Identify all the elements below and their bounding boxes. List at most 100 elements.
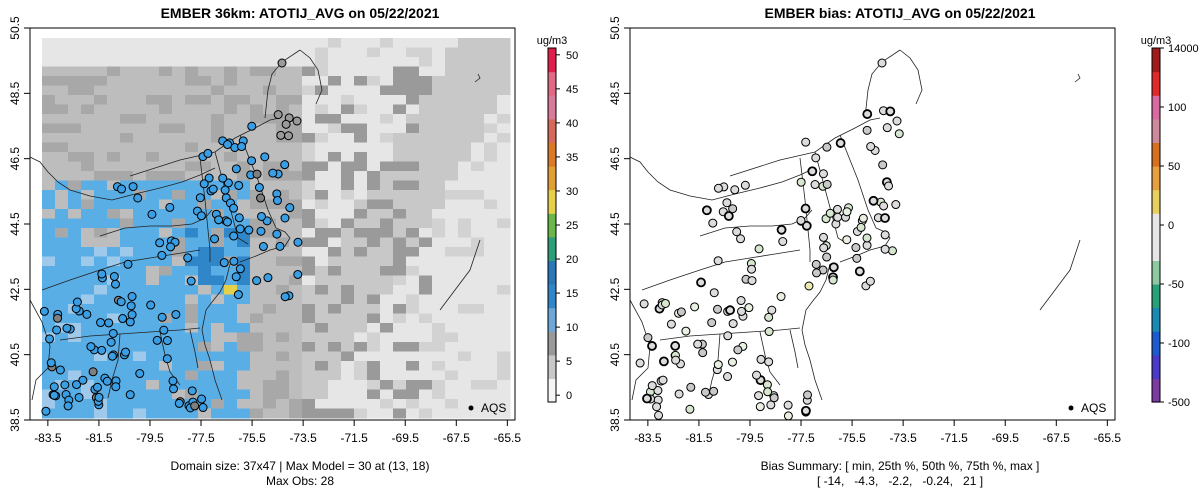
- grid-cell: [276, 171, 290, 181]
- aqs-station: [658, 375, 668, 385]
- grid-cell: [497, 190, 511, 200]
- grid-cell: [237, 285, 251, 295]
- grid-cell: [120, 199, 134, 210]
- colorbar-segment: [1152, 230, 1160, 238]
- grid-cell: [471, 256, 485, 267]
- grid-cell: [380, 294, 394, 305]
- grid-cell: [393, 123, 407, 134]
- aqs-station: [78, 375, 88, 385]
- grid-cell: [55, 133, 69, 143]
- aqs-station: [783, 411, 793, 421]
- grid-cell: [484, 209, 498, 219]
- grid-cell: [367, 247, 381, 257]
- grid-cell: [172, 180, 186, 191]
- grid-cell: [341, 76, 355, 86]
- grid-cell: [289, 294, 303, 305]
- grid-cell: [302, 171, 316, 181]
- grid-cell: [393, 66, 407, 77]
- colorbar-segment: [1152, 142, 1160, 149]
- grid-cell: [341, 66, 355, 77]
- colorbar-segment: [1152, 171, 1160, 179]
- colorbar-segment: [548, 337, 556, 344]
- grid-cell: [263, 85, 277, 96]
- grid-cell: [471, 85, 485, 96]
- grid-cell: [42, 171, 56, 181]
- grid-cell: [159, 304, 173, 314]
- colorbar-segment: [548, 101, 556, 108]
- aqs-station: [223, 178, 233, 188]
- aqs-station: [647, 381, 657, 391]
- aqs-station: [736, 296, 746, 306]
- grid-cell: [497, 304, 511, 314]
- grid-cell: [250, 351, 264, 362]
- grid-cell: [289, 313, 303, 324]
- grid-cell: [393, 332, 407, 343]
- colorbar-segment: [1152, 189, 1160, 197]
- aqs-station: [740, 180, 750, 190]
- grid-cell: [172, 104, 186, 115]
- grid-cell: [458, 237, 472, 248]
- grid-cell: [341, 104, 355, 115]
- grid-cell: [211, 171, 225, 181]
- grid-cell: [159, 47, 173, 58]
- grid-cell: [367, 123, 381, 134]
- grid-cell: [198, 247, 212, 257]
- grid-cell: [120, 47, 134, 58]
- grid-cell: [276, 237, 290, 248]
- grid-cell: [354, 275, 368, 286]
- colorbar-segment: [1152, 242, 1160, 250]
- grid-cell: [328, 218, 342, 229]
- grid-cell: [432, 209, 446, 219]
- aqs-station: [118, 314, 128, 324]
- grid-cell: [107, 304, 121, 314]
- border-line: [659, 327, 801, 341]
- grid-cell: [146, 237, 160, 248]
- grid-cell: [81, 247, 95, 257]
- colorbar-segment: [548, 242, 556, 250]
- grid-cell: [497, 123, 511, 134]
- grid-cell: [42, 275, 56, 286]
- grid-cell: [315, 389, 329, 400]
- grid-cell: [81, 266, 95, 276]
- grid-cell: [315, 228, 329, 238]
- station-markers: [39, 58, 303, 416]
- aqs-station: [709, 386, 719, 396]
- grid-cell: [484, 123, 498, 134]
- aqs-station: [159, 325, 169, 335]
- grid-cell: [185, 380, 199, 390]
- grid-cell: [315, 114, 329, 124]
- grid-cell: [133, 361, 147, 371]
- grid-cell: [211, 104, 225, 115]
- grid-cell: [367, 47, 381, 58]
- grid-cell: [367, 408, 381, 419]
- grid-cell: [55, 256, 69, 267]
- grid-cell: [42, 161, 56, 172]
- grid-cell: [55, 266, 69, 276]
- colorbar-tick-label: 0: [566, 390, 572, 402]
- grid-cell: [315, 218, 329, 229]
- grid-cell: [172, 285, 186, 295]
- colorbar-segment: [548, 77, 556, 84]
- grid-cell: [432, 38, 446, 48]
- grid-cell: [419, 152, 433, 162]
- grid-cell: [302, 95, 316, 105]
- grid-cell: [445, 237, 459, 248]
- grid-cell: [107, 199, 121, 210]
- grid-cell: [250, 228, 264, 238]
- grid-cell: [367, 104, 381, 115]
- grid-cell: [445, 275, 459, 286]
- grid-cell: [68, 351, 82, 362]
- grid-cell: [55, 294, 69, 305]
- grid-cell: [458, 275, 472, 286]
- aqs-station: [247, 121, 257, 131]
- grid-cell: [94, 247, 108, 257]
- grid-cell: [185, 66, 199, 77]
- colorbar-segment: [548, 331, 556, 338]
- grid-cell: [263, 199, 277, 210]
- grid-cell: [354, 323, 368, 333]
- grid-cell: [81, 38, 95, 48]
- grid-cell: [315, 351, 329, 362]
- grid-cell: [133, 342, 147, 352]
- grid-cell: [302, 104, 316, 115]
- grid-cell: [146, 323, 160, 333]
